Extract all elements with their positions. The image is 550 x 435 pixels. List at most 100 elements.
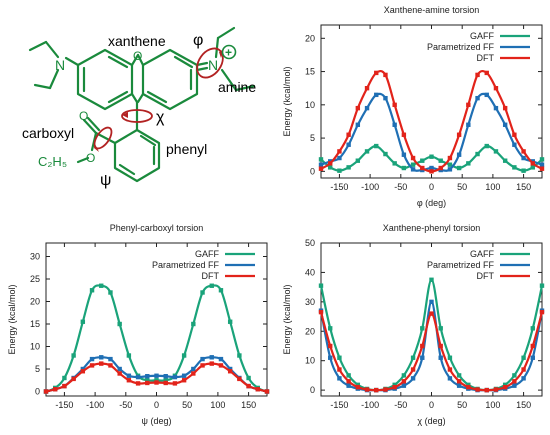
x-tick-label: -100 bbox=[86, 400, 104, 410]
data-point-dft bbox=[447, 155, 453, 161]
data-point-dft bbox=[539, 309, 545, 315]
data-point-dft bbox=[264, 389, 270, 394]
data-point-parametrized-ff bbox=[401, 152, 407, 157]
data-point-gaff bbox=[484, 143, 489, 149]
y-tick-label: 30 bbox=[30, 252, 40, 262]
data-point-gaff bbox=[89, 288, 95, 293]
data-point-parametrized-ff bbox=[429, 165, 434, 171]
legend-label-parametrized-ff: Parametrized FF bbox=[427, 260, 495, 270]
data-point-gaff bbox=[108, 290, 113, 295]
data-point-dft bbox=[181, 378, 187, 383]
data-point-gaff bbox=[530, 165, 535, 170]
data-point-gaff bbox=[355, 158, 361, 163]
data-point-gaff bbox=[456, 165, 462, 171]
data-point-dft bbox=[521, 367, 526, 372]
x-tick-label: -50 bbox=[394, 400, 407, 410]
legend-label-gaff: GAFF bbox=[195, 249, 220, 259]
data-point-gaff bbox=[237, 353, 242, 358]
data-point-dft bbox=[227, 369, 233, 374]
data-point-gaff bbox=[475, 151, 480, 157]
data-point-parametrized-ff bbox=[200, 356, 205, 362]
data-point-dft bbox=[456, 132, 462, 137]
data-point-gaff bbox=[410, 355, 416, 360]
data-point-dft bbox=[401, 379, 407, 384]
data-point-dft bbox=[456, 379, 462, 384]
data-point-gaff bbox=[99, 283, 104, 288]
data-point-dft bbox=[401, 132, 407, 137]
data-point-gaff bbox=[62, 375, 67, 381]
chart-title-carboxyl: Phenyl-carboxyl torsion bbox=[110, 223, 204, 233]
y-tick-label: 10 bbox=[305, 100, 315, 110]
data-point-parametrized-ff bbox=[521, 155, 526, 161]
data-point-parametrized-ff bbox=[328, 355, 333, 360]
y-tick-label: 20 bbox=[305, 33, 315, 43]
data-point-gaff bbox=[438, 158, 443, 163]
data-point-gaff bbox=[126, 353, 132, 358]
data-point-gaff bbox=[318, 283, 324, 288]
data-point-dft bbox=[191, 371, 196, 376]
y-tick-label: 20 bbox=[30, 297, 40, 307]
data-point-gaff bbox=[246, 375, 251, 381]
data-point-dft bbox=[410, 367, 416, 372]
data-point-dft bbox=[502, 105, 508, 111]
phenyl-ring bbox=[113, 128, 161, 183]
y-tick-label: 30 bbox=[305, 297, 315, 307]
data-point-dft bbox=[218, 363, 224, 368]
data-point-dft bbox=[383, 72, 388, 78]
data-point-gaff bbox=[539, 157, 545, 162]
data-point-gaff bbox=[401, 165, 407, 171]
data-point-gaff bbox=[410, 162, 416, 167]
data-point-dft bbox=[502, 384, 508, 390]
data-point-parametrized-ff bbox=[108, 356, 113, 362]
molecule-diagram: N N + O O O C₂H₅ xanthene amine carboxyl… bbox=[22, 26, 256, 189]
data-point-dft bbox=[172, 381, 178, 386]
chart-xanthene-phenyl: Xanthene-phenyl torsion-150 -100 -50 0 50 100… bbox=[282, 223, 545, 426]
data-point-parametrized-ff bbox=[539, 162, 545, 167]
data-point-dft bbox=[328, 343, 333, 349]
data-point-parametrized-ff bbox=[374, 92, 379, 98]
x-tick-label: -150 bbox=[330, 182, 348, 192]
data-point-dft bbox=[145, 380, 150, 386]
y-axis-label-carboxyl: Energy (kcal/mol) bbox=[7, 284, 17, 354]
data-point-dft bbox=[108, 363, 113, 368]
data-point-dft bbox=[135, 381, 141, 386]
y-tick-label: 0 bbox=[310, 166, 315, 176]
data-point-parametrized-ff bbox=[456, 152, 462, 157]
chi-torsion-arrow bbox=[121, 109, 153, 123]
xanthene-label: xanthene bbox=[108, 33, 166, 49]
data-point-dft bbox=[246, 383, 251, 389]
chart-title-amine: Xanthene-amine torsion bbox=[384, 5, 480, 15]
x-tick-label: 150 bbox=[241, 400, 256, 410]
x-axis-label-amine: φ (deg) bbox=[417, 198, 446, 208]
data-point-parametrized-ff bbox=[410, 167, 416, 172]
ethyl-label: C₂H₅ bbox=[38, 154, 67, 169]
x-tick-label: -100 bbox=[361, 400, 379, 410]
data-point-gaff bbox=[502, 158, 508, 163]
data-point-dft bbox=[521, 149, 526, 154]
data-point-gaff bbox=[512, 165, 517, 170]
data-point-gaff bbox=[539, 283, 545, 288]
data-point-dft bbox=[392, 384, 397, 390]
data-point-dft bbox=[117, 371, 122, 376]
data-point-gaff bbox=[447, 162, 453, 167]
data-point-parametrized-ff bbox=[227, 366, 233, 372]
x-tick-label: 100 bbox=[485, 400, 500, 410]
data-point-parametrized-ff bbox=[410, 376, 416, 381]
data-point-parametrized-ff bbox=[392, 122, 397, 127]
data-point-parametrized-ff bbox=[420, 355, 425, 360]
data-point-gaff bbox=[346, 165, 351, 170]
data-point-gaff bbox=[328, 326, 333, 331]
data-point-parametrized-ff bbox=[502, 122, 508, 127]
data-point-parametrized-ff bbox=[438, 355, 443, 360]
data-point-dft bbox=[355, 384, 361, 390]
data-point-parametrized-ff bbox=[429, 299, 434, 305]
carboxyl-label: carboxyl bbox=[22, 125, 74, 141]
data-point-parametrized-ff bbox=[337, 155, 342, 161]
amine-label: amine bbox=[218, 79, 256, 95]
data-point-dft bbox=[328, 161, 333, 166]
charge-plus: + bbox=[225, 46, 232, 60]
y-axis-label-amine: Energy (kcal/mol) bbox=[282, 66, 292, 136]
x-tick-label: -50 bbox=[119, 400, 132, 410]
data-point-parametrized-ff bbox=[126, 373, 132, 378]
data-point-dft bbox=[530, 343, 535, 349]
